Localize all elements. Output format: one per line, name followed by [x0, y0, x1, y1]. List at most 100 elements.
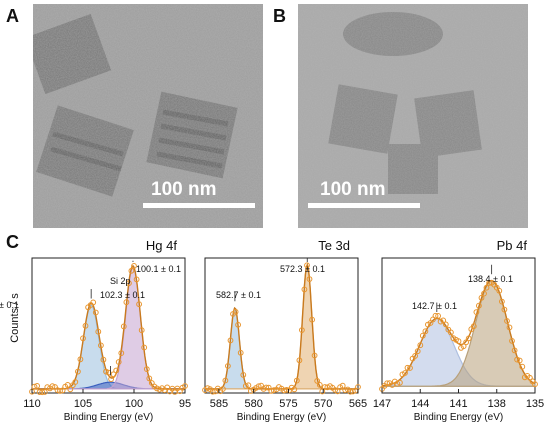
data-point [293, 377, 300, 384]
data-point [432, 312, 439, 319]
x-tick-label: 141 [449, 398, 467, 410]
data-point [222, 377, 229, 384]
data-point [442, 321, 449, 328]
data-point [77, 356, 84, 363]
data-point [301, 286, 308, 293]
data-point [120, 323, 127, 330]
x-tick-label: 135 [526, 398, 544, 410]
x-tick-label: 580 [245, 398, 263, 410]
data-point [72, 379, 79, 385]
data-point [417, 342, 424, 349]
y-axis-label: Counts / s [9, 293, 21, 343]
panel-label-b: B [273, 6, 286, 26]
data-point [268, 388, 275, 394]
data-point [164, 384, 171, 391]
x-axis-label: Binding Energy (eV) [414, 412, 504, 423]
data-point [511, 347, 518, 354]
data-point [39, 389, 46, 396]
panel-label-a: A [6, 6, 19, 26]
data-point [123, 299, 130, 306]
peak-annotation: 582.7 ± 0.1 [216, 290, 261, 300]
data-point [90, 299, 97, 306]
data-point [309, 316, 316, 323]
data-point [113, 367, 120, 374]
data-point [496, 287, 503, 294]
data-point [419, 332, 426, 339]
data-point [240, 372, 247, 378]
xps-plot-2: Te 3d 585 580 575 570 565 Binding Energy (eV) 5… [202, 238, 367, 423]
panel-label-c: C [6, 232, 19, 252]
data-point [476, 302, 482, 309]
data-point [59, 387, 66, 394]
data-point [304, 262, 310, 269]
data-point [422, 328, 429, 335]
x-tick-label: 585 [210, 398, 228, 410]
x-tick-label: 565 [349, 398, 367, 410]
data-point [100, 356, 107, 363]
peak-annotation: 138.4 ± 0.1 [468, 274, 513, 284]
data-point [125, 280, 132, 287]
data-point [435, 313, 442, 319]
data-point [483, 284, 490, 291]
data-point [516, 357, 523, 364]
data-point [478, 294, 485, 301]
peak-annotation: 100.1 ± 0.1 [136, 264, 181, 274]
data-point [448, 329, 454, 336]
tem-image-a: 100 nm [33, 4, 263, 228]
data-point [67, 386, 74, 393]
scalebar-label-b: 100 nm [320, 179, 386, 200]
scalebar-b [308, 203, 420, 208]
x-tick-label: 95 [179, 398, 191, 410]
data-point [146, 375, 153, 382]
data-point [95, 328, 102, 335]
x-tick-label: 110 [23, 398, 41, 410]
data-point [486, 280, 493, 286]
data-point [473, 309, 480, 316]
data-point [316, 382, 323, 388]
x-tick-label: 100 [125, 398, 143, 410]
xps-plot-3: Pb 4f 147 144 141 138 135 Binding Energy (eV) 1… [373, 238, 544, 423]
data-point [463, 339, 470, 346]
peak-annotation: 572.3 ± 0.1 [280, 264, 325, 274]
x-tick-label: 144 [411, 398, 429, 410]
data-point [209, 388, 216, 395]
data-point [402, 370, 408, 376]
data-point [501, 306, 508, 313]
data-point [128, 267, 135, 274]
data-point [34, 383, 40, 389]
x-tick-label: 570 [314, 398, 332, 410]
data-point [133, 276, 140, 283]
data-point [460, 343, 467, 350]
data-point [514, 356, 520, 363]
data-point [465, 335, 472, 342]
xps-plot-1: Hg 4f 110 105 100 95 Binding Energy (eV) 104.2… [0, 238, 191, 423]
data-point [110, 371, 117, 378]
plot-title: Hg 4f [146, 238, 177, 253]
data-point [412, 353, 419, 359]
data-point [314, 378, 321, 384]
x-tick-label: 575 [279, 398, 297, 410]
data-point [334, 388, 341, 395]
data-point [397, 379, 403, 386]
data-point [394, 380, 401, 387]
data-point [263, 384, 270, 391]
data-point [291, 386, 298, 393]
data-point [455, 338, 462, 345]
data-point [49, 383, 56, 390]
data-point [41, 389, 48, 395]
data-point [80, 335, 86, 342]
data-point [414, 348, 421, 355]
data-point [242, 383, 249, 389]
data-point [404, 364, 411, 371]
data-point [499, 298, 505, 305]
peak-annotation: 102.3 ± 0.1 [100, 290, 145, 300]
plot-title: Pb 4f [497, 238, 528, 253]
data-point [470, 323, 477, 330]
peak-annotation: Si 2p [110, 276, 131, 286]
data-point [141, 344, 148, 351]
data-point [299, 327, 305, 334]
data-point [143, 366, 150, 373]
x-tick-label: 147 [373, 398, 391, 410]
data-point [245, 382, 252, 389]
